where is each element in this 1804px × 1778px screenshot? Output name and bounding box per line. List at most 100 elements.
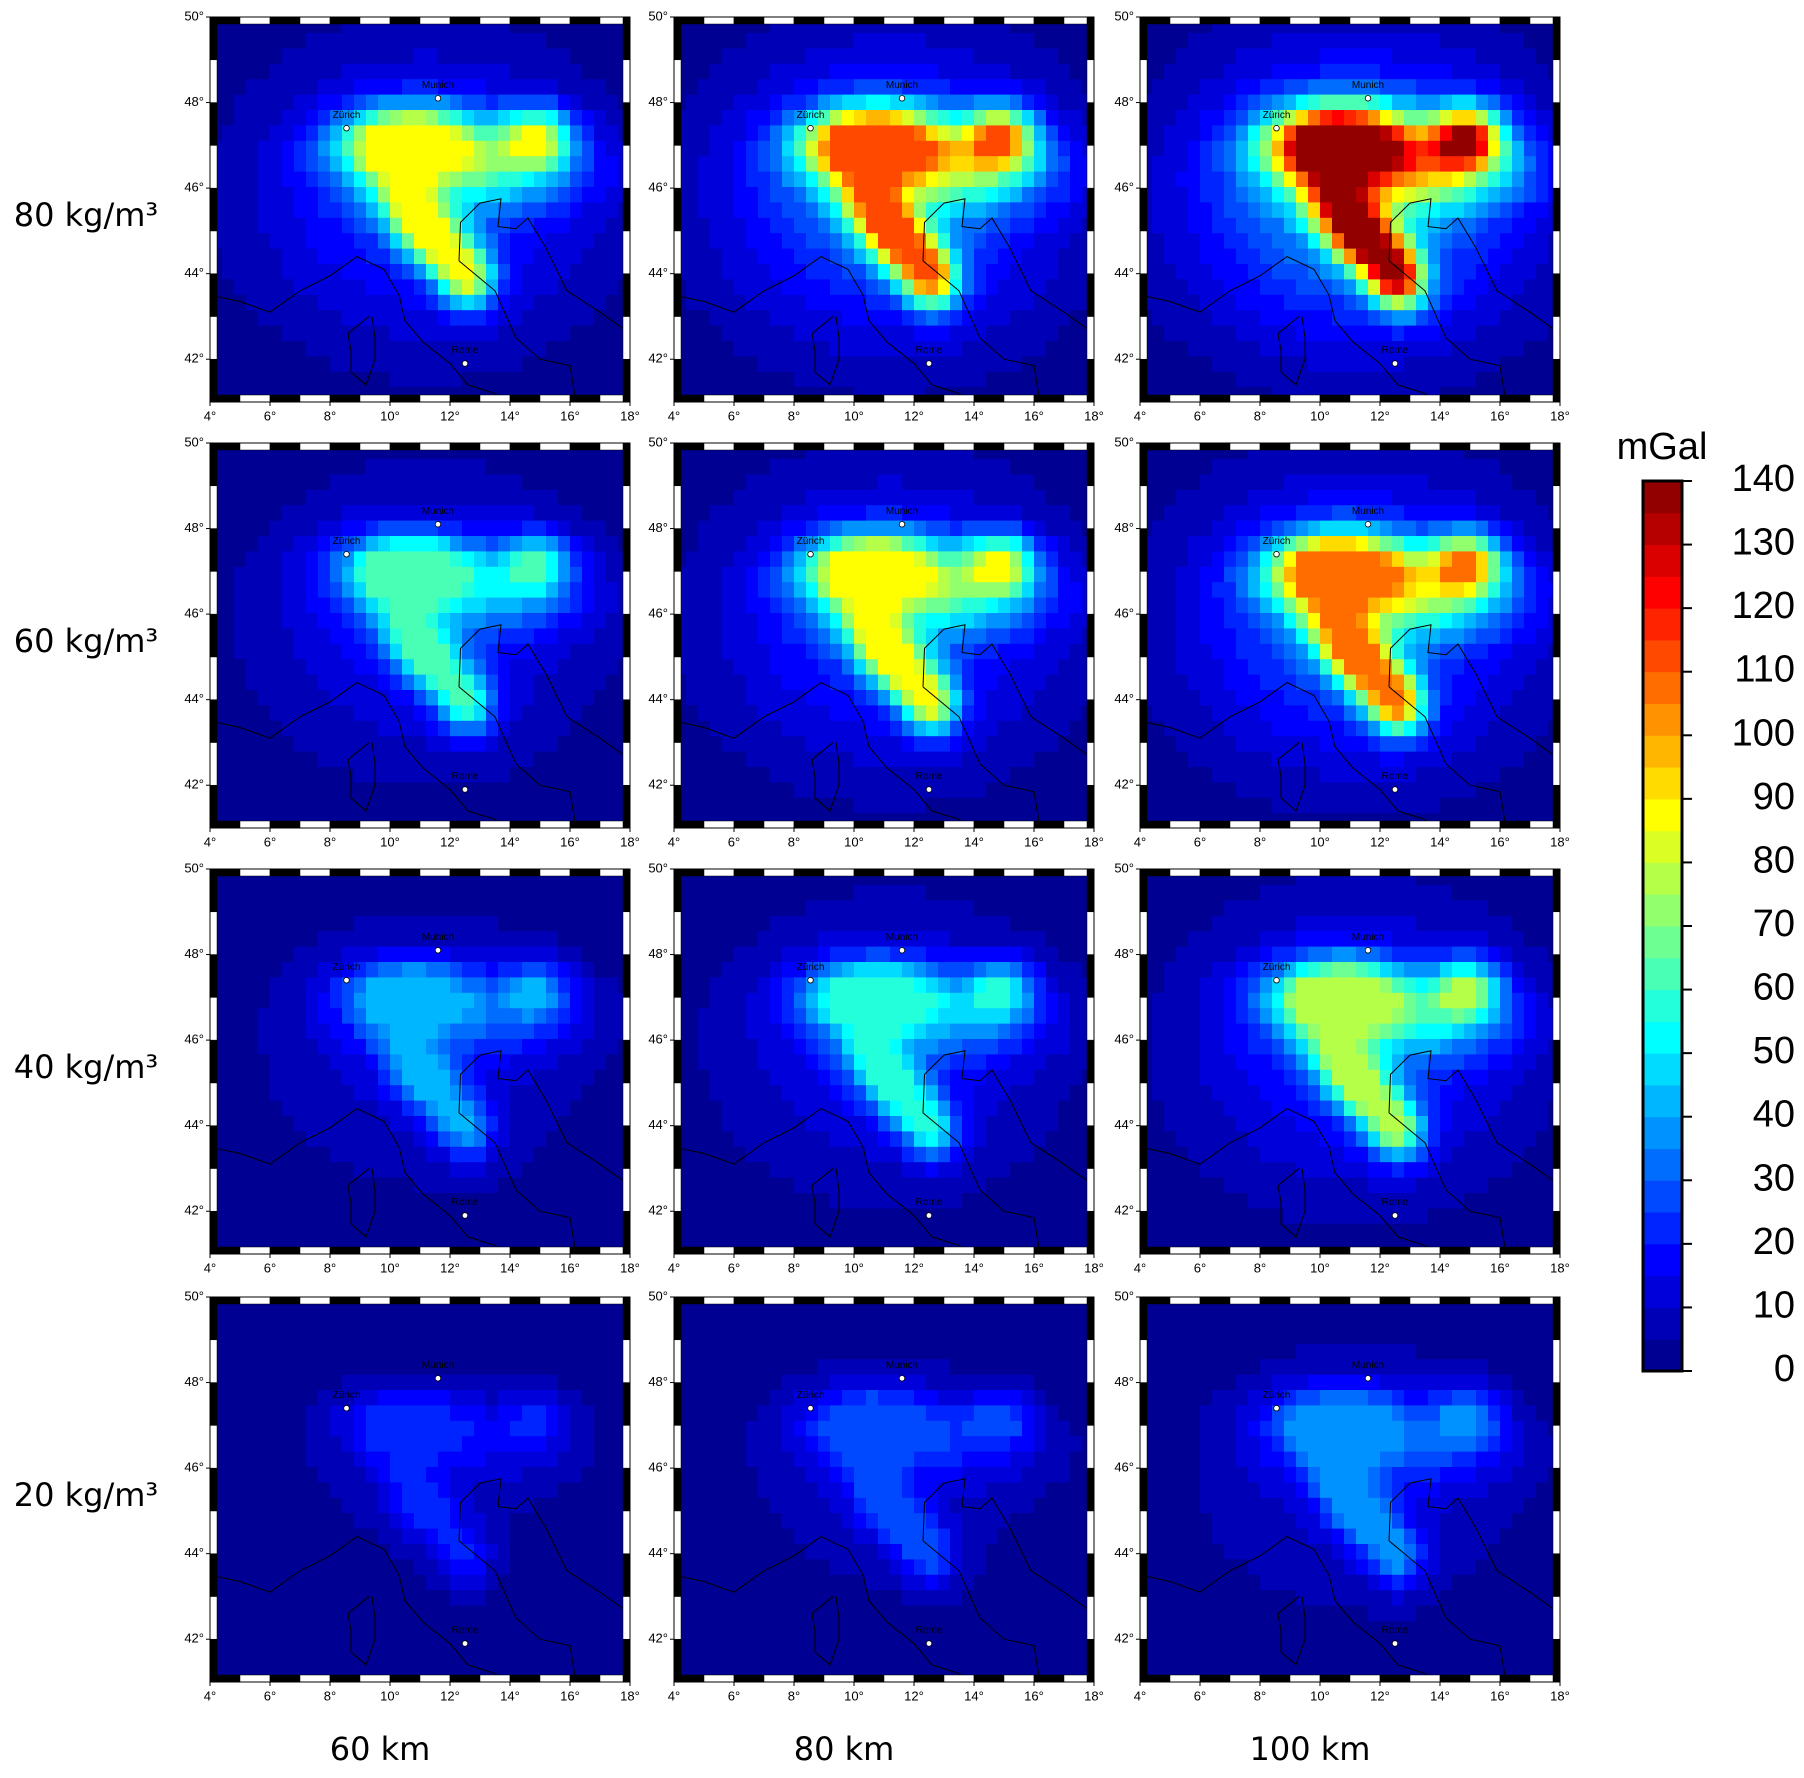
heat-cell — [962, 232, 975, 249]
frame — [622, 16, 631, 61]
heat-cell — [474, 32, 487, 49]
heat-cell — [330, 201, 343, 218]
heat-cell — [686, 612, 699, 629]
heat-cell — [390, 751, 403, 767]
heat-cell — [342, 597, 355, 613]
heat-cell — [1464, 155, 1477, 172]
heat-cell — [1034, 47, 1047, 64]
heat-cell — [734, 171, 747, 187]
heat-cell — [1356, 340, 1369, 357]
y-tick-label: 46° — [184, 606, 204, 621]
heat-cell — [1440, 63, 1453, 80]
heat-cell — [258, 47, 271, 64]
heat-cell — [758, 504, 771, 521]
heat-cell — [854, 278, 867, 295]
heat-cell — [354, 217, 367, 234]
heat-cell — [390, 489, 403, 506]
heat-cell — [794, 278, 807, 295]
heat-cell — [698, 566, 711, 583]
heat-cell — [1058, 489, 1071, 506]
heat-cell — [1188, 17, 1201, 18]
heat-cell — [1404, 171, 1417, 187]
heat-cell — [866, 47, 879, 64]
heat-cell — [938, 520, 951, 536]
heat-cell — [270, 520, 283, 536]
heat-cell — [1272, 47, 1285, 64]
heat-cell — [510, 325, 523, 341]
frame — [389, 16, 421, 25]
heat-cell — [390, 340, 403, 357]
heat-cell — [402, 186, 415, 203]
heat-cell — [606, 597, 619, 613]
heat-cell — [522, 674, 535, 690]
heat-cell — [830, 674, 843, 690]
heat-cell — [354, 781, 367, 798]
heat-cell — [854, 32, 867, 49]
heat-cell — [890, 201, 903, 218]
heat-cell — [330, 658, 343, 675]
heat-cell — [794, 340, 807, 357]
heat-cell — [414, 232, 427, 249]
heat-cell — [330, 612, 343, 629]
heat-cell — [998, 797, 1011, 814]
heat-cell — [1010, 371, 1023, 388]
heat-cell — [1320, 371, 1333, 388]
heat-cell — [962, 248, 975, 264]
heat-cell — [1404, 124, 1417, 141]
heat-cell — [1404, 186, 1417, 203]
heat-cell — [522, 325, 535, 341]
heat-cell — [1416, 109, 1429, 126]
heat-cell — [806, 217, 819, 234]
heat-cell — [1058, 458, 1071, 475]
heat-cell — [806, 443, 819, 444]
heat-cell — [1260, 124, 1273, 141]
frame — [239, 442, 271, 451]
heat-cell — [522, 458, 535, 475]
heat-cell — [474, 797, 487, 814]
heat-cell — [1010, 278, 1023, 295]
heat-cell — [1272, 78, 1285, 95]
heat-cell — [842, 186, 855, 203]
heat-cell — [818, 371, 831, 388]
heat-cell — [558, 78, 571, 95]
frame — [622, 784, 631, 829]
heat-cell — [1046, 309, 1059, 326]
heat-cell — [258, 232, 271, 249]
heat-cell — [1524, 63, 1537, 80]
heat-cell — [698, 658, 711, 675]
heat-cell — [390, 643, 403, 660]
heat-cell — [486, 735, 499, 752]
heat-cell — [306, 186, 319, 203]
heat-cell — [1488, 325, 1501, 341]
y-tick-label: 48° — [648, 94, 668, 109]
heat-cell — [890, 781, 903, 798]
frame — [359, 394, 391, 403]
heat-cell — [950, 581, 963, 598]
frame — [1552, 358, 1561, 403]
heat-cell — [402, 720, 415, 737]
heat-cell — [1488, 371, 1501, 388]
heat-cell — [818, 766, 831, 783]
frame — [1229, 394, 1261, 403]
heat-cell — [1212, 325, 1225, 341]
heat-cell — [1200, 171, 1213, 187]
heat-cell — [1224, 155, 1237, 172]
heat-cell — [722, 581, 735, 598]
heat-cell — [890, 371, 903, 388]
heat-cell — [582, 94, 595, 110]
y-tick-label: 44° — [184, 265, 204, 280]
frame — [1169, 16, 1201, 25]
heat-cell — [1022, 124, 1035, 141]
heat-cell — [950, 489, 963, 506]
heat-cell — [914, 473, 927, 490]
heat-cell — [1380, 17, 1393, 18]
heat-cell — [1034, 94, 1047, 110]
heat-cell — [854, 443, 867, 444]
heat-cell — [1368, 186, 1381, 203]
heat-cell — [854, 735, 867, 752]
heat-cell — [1152, 294, 1165, 311]
heat-cell — [390, 704, 403, 721]
heat-cell — [782, 78, 795, 95]
heat-cell — [522, 140, 535, 157]
heat-cell — [606, 248, 619, 264]
